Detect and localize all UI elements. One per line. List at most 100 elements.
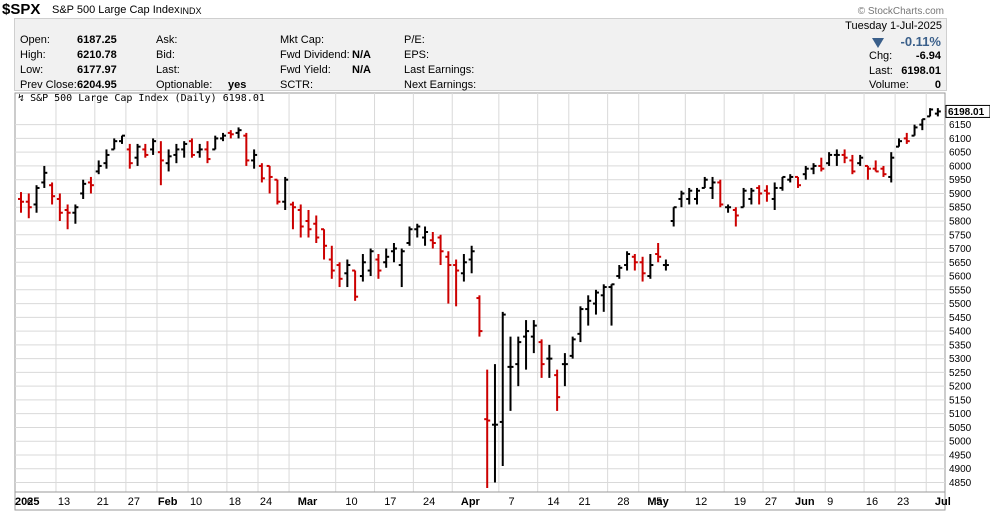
- optionable-label: Optionable:: [156, 79, 213, 91]
- low-label: Low:: [20, 64, 44, 76]
- sctr-label: SCTR:: [280, 79, 313, 91]
- x-tick-label: Mar: [298, 496, 318, 508]
- prev-close-value: 6204.95: [77, 79, 117, 91]
- fwd-dividend-label: Fwd Dividend:: [280, 49, 350, 61]
- x-tick-label: 9: [827, 496, 833, 508]
- x-tick-label: May: [647, 496, 669, 508]
- high-value: 6210.78: [77, 49, 117, 61]
- last-price-label: 6198.01: [948, 107, 985, 118]
- x-tick-label: 21: [578, 496, 590, 508]
- x-tick-label: Apr: [461, 496, 481, 508]
- ticker-symbol: $SPX: [2, 1, 41, 18]
- x-tick-label: 10: [345, 496, 357, 508]
- y-tick-label: 5650: [949, 258, 972, 269]
- open-label: Open:: [20, 34, 50, 46]
- y-tick-label: 5350: [949, 340, 972, 351]
- credit-label: © StockCharts.com: [857, 6, 944, 17]
- y-tick-label: 5750: [949, 230, 972, 241]
- x-tick-label: 10: [190, 496, 202, 508]
- y-tick-label: 5800: [949, 216, 972, 227]
- eps-label: EPS:: [404, 49, 430, 61]
- fwd-dividend-value: N/A: [352, 49, 371, 61]
- x-tick-label: 18: [229, 496, 241, 508]
- x-tick-label: 21: [97, 496, 109, 508]
- legend-text: S&P 500 Large Cap Index (Daily) 6198.01: [30, 93, 265, 104]
- x-axis-strip: [14, 491, 946, 511]
- next-earnings-label: Next Earnings:: [404, 79, 477, 91]
- chg-value: -6.94: [915, 50, 941, 62]
- x-tick-label: 16: [866, 496, 878, 508]
- y-tick-label: 4950: [949, 450, 972, 461]
- x-tick-label: 27: [765, 496, 777, 508]
- legend-icon: ↯: [18, 93, 25, 104]
- title-row: $SPX S&P 500 Large Cap Index INDX © Stoc…: [0, 0, 990, 20]
- x-tick-label: 24: [260, 496, 272, 508]
- x-tick-label: 7: [509, 496, 515, 508]
- open-value: 6187.25: [77, 34, 117, 46]
- low-value: 6177.97: [77, 64, 117, 76]
- y-tick-label: 5200: [949, 382, 972, 393]
- security-name: S&P 500 Large Cap Index: [52, 4, 180, 16]
- quote-panel: Open: 6187.25 High: 6210.78 Low: 6177.97…: [14, 18, 947, 91]
- y-tick-label: 5400: [949, 327, 972, 338]
- last-value: 6198.01: [901, 65, 941, 77]
- chg-label: Chg:: [869, 50, 893, 62]
- x-tick-label: 6: [27, 496, 33, 508]
- x-tick-label: 2025: [15, 496, 39, 508]
- y-tick-label: 5700: [949, 244, 972, 255]
- y-tick-label: 5950: [949, 175, 972, 186]
- high-label: High:: [20, 49, 46, 61]
- y-tick-label: 6100: [949, 134, 972, 145]
- fwd-yield-label: Fwd Yield:: [280, 64, 331, 76]
- x-tick-label: 12: [695, 496, 707, 508]
- optionable-value: yes: [228, 79, 247, 91]
- down-triangle-icon: [872, 38, 884, 48]
- y-tick-label: 5900: [949, 189, 972, 200]
- x-tick-label: 19: [734, 496, 746, 508]
- last-earnings-label: Last Earnings:: [404, 64, 475, 76]
- last-label-mid: Last:: [156, 64, 180, 76]
- y-tick-label: 4900: [949, 464, 972, 475]
- ask-label: Ask:: [156, 34, 178, 46]
- prev-close-label: Prev Close:: [20, 79, 77, 91]
- x-tick-label: 24: [423, 496, 435, 508]
- y-tick-label: 5850: [949, 203, 972, 214]
- y-tick-label: 5300: [949, 354, 972, 365]
- pe-label: P/E:: [404, 34, 425, 46]
- x-tick-label: Jul: [935, 496, 951, 508]
- y-tick-label: 5150: [949, 395, 972, 406]
- last-price-box: [945, 104, 990, 118]
- y-tick-label: 5500: [949, 299, 972, 310]
- x-tick-label: Feb: [158, 496, 178, 508]
- y-tick-label: 5100: [949, 409, 972, 420]
- y-tick-label: 6050: [949, 148, 972, 159]
- x-tick-label: 28: [617, 496, 629, 508]
- y-tick-label: 5600: [949, 272, 972, 283]
- chart-legend: ↯ S&P 500 Large Cap Index (Daily) 6198.0…: [18, 93, 265, 104]
- y-tick-label: 5550: [949, 285, 972, 296]
- last-label: Last:: [869, 65, 893, 77]
- y-tick-label: 5000: [949, 437, 972, 448]
- x-tick-label: Jun: [795, 496, 815, 508]
- date-label: Tuesday 1-Jul-2025: [845, 20, 942, 32]
- y-tick-label: 5450: [949, 313, 972, 324]
- y-tick-label: 6150: [949, 120, 972, 131]
- exchange-label: INDX: [180, 6, 202, 16]
- y-tick-label: 5050: [949, 423, 972, 434]
- volume-value: 0: [934, 79, 941, 91]
- y-tick-label: 5250: [949, 368, 972, 379]
- x-tick-label: 13: [58, 496, 70, 508]
- y-tick-label: 4850: [949, 478, 972, 489]
- y-tick-label: 6000: [949, 161, 972, 172]
- mktcap-label: Mkt Cap:: [280, 34, 325, 46]
- x-tick-label: 27: [128, 496, 140, 508]
- x-tick-label: 17: [384, 496, 396, 508]
- bid-label: Bid:: [156, 49, 175, 61]
- x-tick-label: 5: [656, 496, 662, 508]
- change-percent: -0.11%: [900, 34, 941, 49]
- plot-area: [14, 92, 946, 493]
- volume-label: Volume:: [869, 79, 909, 91]
- fwd-yield-value: N/A: [352, 64, 371, 76]
- x-tick-label: 14: [547, 496, 559, 508]
